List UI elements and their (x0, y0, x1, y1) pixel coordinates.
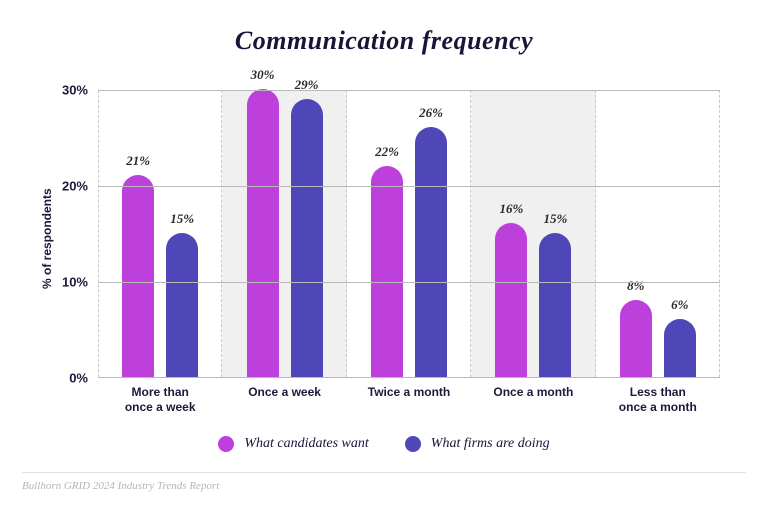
bar-value-label: 16% (499, 201, 523, 217)
bar-value-label: 30% (251, 67, 275, 83)
y-tick-label: 30% (62, 83, 98, 98)
bar: 15% (539, 233, 571, 377)
bar-value-label: 21% (126, 153, 150, 169)
gridline (98, 90, 720, 91)
legend-item: What candidates want (218, 436, 368, 452)
y-tick-label: 20% (62, 179, 98, 194)
y-axis-label: % of respondents (40, 188, 54, 289)
bar-value-label: 26% (419, 105, 443, 121)
chart-page: Communication frequency % of respondents… (0, 0, 768, 510)
bar-group: 8%6% (596, 90, 720, 377)
plot-area: 21%15%30%29%22%26%16%15%8%6% More thanon… (98, 90, 720, 378)
bar-value-label: 15% (170, 211, 194, 227)
bar: 6% (664, 319, 696, 377)
bar: 22% (371, 166, 403, 377)
x-tick-label: Less thanonce a month (596, 385, 720, 415)
footer-rule (22, 472, 746, 473)
bar-groups: 21%15%30%29%22%26%16%15%8%6% (98, 90, 720, 377)
x-tick-label: Once a month (471, 385, 595, 400)
legend-swatch (218, 436, 234, 452)
x-tick-label: More thanonce a week (98, 385, 222, 415)
y-tick-label: 0% (69, 371, 98, 386)
bar: 30% (247, 89, 279, 377)
bar-value-label: 15% (543, 211, 567, 227)
x-tick-label: Twice a month (347, 385, 471, 400)
group-band (98, 90, 222, 377)
bar-value-label: 8% (627, 278, 644, 294)
bar: 29% (291, 99, 323, 377)
footer-source-text: Bullhorn GRID 2024 Industry Trends Repor… (22, 480, 219, 492)
x-axis-labels: More thanonce a weekOnce a weekTwice a m… (98, 377, 720, 421)
bar: 8% (620, 300, 652, 377)
bar: 26% (415, 127, 447, 377)
legend-item: What firms are doing (405, 436, 550, 452)
legend-label: What candidates want (244, 436, 368, 452)
x-tick-label: Once a week (222, 385, 346, 400)
plot-wrap: % of respondents 21% 15% 30% 29% 22% 26% 16% 15… (0, 0, 768, 510)
bar-value-label: 22% (375, 144, 399, 160)
group-band (347, 90, 471, 377)
group-band (471, 90, 595, 377)
gridline (98, 282, 720, 283)
bar-group: 16% 15% (471, 90, 595, 377)
group-band (222, 90, 346, 377)
bar: 16% (495, 223, 527, 377)
bar-group: 21% 15% (98, 90, 222, 377)
gridline (98, 186, 720, 187)
bar-group: 22% 26% (347, 90, 471, 377)
legend-swatch (405, 436, 421, 452)
legend: What candidates want What firms are doing (0, 436, 768, 452)
bar-group: 30% 29% (222, 90, 346, 377)
bar: 21% (122, 175, 154, 377)
y-tick-label: 10% (62, 275, 98, 290)
bar: 15% (166, 233, 198, 377)
group-band (596, 90, 720, 377)
legend-label: What firms are doing (431, 436, 550, 452)
bar-value-label: 6% (671, 297, 688, 313)
